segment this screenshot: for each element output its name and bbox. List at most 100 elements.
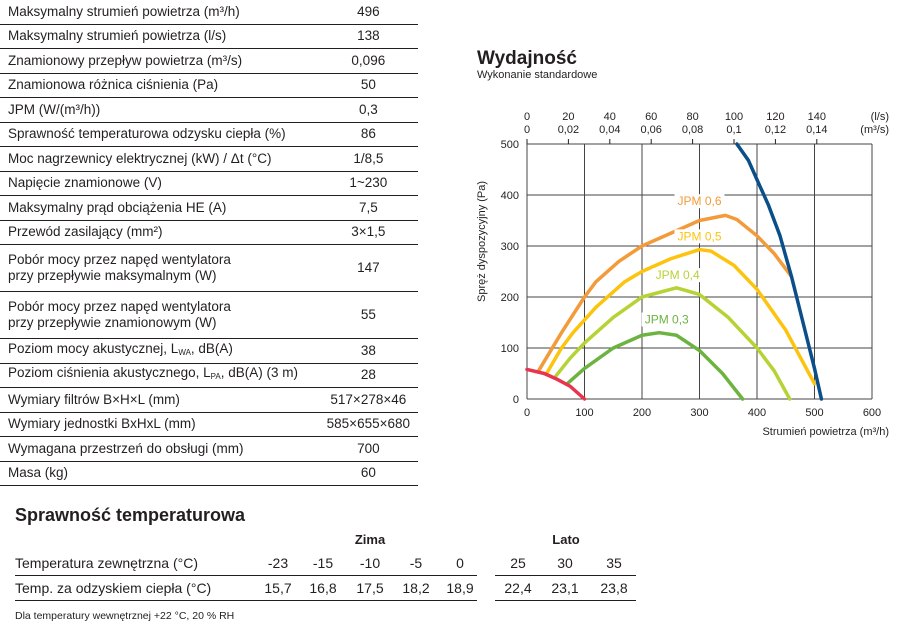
outdoor-temp-value: 0 xyxy=(456,555,464,571)
series-line xyxy=(735,142,824,401)
spec-row: Wymiary jednostki BxHxL (mm) 585×655×680 xyxy=(0,412,418,437)
winter-header: Zima xyxy=(354,532,386,547)
y-tick-label: 200 xyxy=(501,292,519,304)
spec-row: Przewód zasilający (mm²) 3×1,5 xyxy=(0,220,418,245)
ls-tick-label: 0 xyxy=(524,111,530,123)
outdoor-temp-value: 35 xyxy=(606,555,622,571)
spec-value: 585×655×680 xyxy=(318,412,418,437)
outdoor-temp-value: -10 xyxy=(359,555,381,571)
y-tick-label: 300 xyxy=(501,241,519,253)
outdoor-temp-value: -15 xyxy=(312,555,334,571)
series-label-bg xyxy=(652,268,703,283)
spec-label: Napięcie znamionowe (V) xyxy=(0,171,319,196)
outdoor-temp-value: 25 xyxy=(510,555,526,571)
ls-unit: (l/s) xyxy=(871,111,889,123)
m3s-tick-label: 0,08 xyxy=(682,124,703,136)
chart-subtitle: Wykonanie standardowe xyxy=(477,69,598,81)
series-label: JPM 0,6 xyxy=(677,194,721,208)
spec-value: 517×278×46 xyxy=(318,387,418,413)
recovery-temp-value: 18,2 xyxy=(402,580,430,596)
series-label: JPM 0,5 xyxy=(677,229,721,243)
x-tick-label: 500 xyxy=(805,407,823,419)
spec-row: Znamionowa różnica ciśnienia (Pa) 50 xyxy=(0,73,418,98)
spec-row: JPM (W/(m³/h)) 0,3 xyxy=(0,97,418,123)
series-label-bg xyxy=(674,229,725,244)
y-tick-label: 0 xyxy=(513,394,519,406)
outdoor-temp-value: 30 xyxy=(557,555,573,571)
spec-label: Wymiary jednostki BxHxL (mm) xyxy=(0,412,319,437)
series-line xyxy=(544,247,817,386)
recovery-temp-value: 15,7 xyxy=(264,580,292,596)
ls-tick-label: 60 xyxy=(645,111,657,123)
spec-row: Pobór mocy przez napęd wentylatora przy p… xyxy=(0,244,418,292)
y-axis-label: Spręż dyspozycyjny (Pa) xyxy=(476,181,488,302)
recovery-temp-value: 18,9 xyxy=(446,580,474,596)
spec-label: Znamionowy przepływ powietrza (m³/s) xyxy=(0,48,319,74)
recovery-temp-value: 17,5 xyxy=(356,580,384,596)
outdoor-temp-value: -5 xyxy=(409,555,423,571)
series-label: JPM 0,4 xyxy=(656,268,700,282)
y-tick-label: 500 xyxy=(501,139,519,151)
spec-value: 86 xyxy=(318,122,418,147)
spec-value: 1/8,5 xyxy=(318,146,418,172)
x-tick-label: 100 xyxy=(575,407,593,419)
m3s-tick-label: 0,1 xyxy=(726,124,741,136)
spec-value: 147 xyxy=(318,244,418,292)
y-tick-label: 100 xyxy=(501,343,519,355)
spec-value: 50 xyxy=(318,73,418,98)
x-tick-label: 200 xyxy=(633,407,651,419)
spec-row: Wymiary filtrów B×H×L (mm) 517×278×46 xyxy=(0,387,418,413)
m3s-tick-label: 0,04 xyxy=(599,124,620,136)
ls-tick-label: 100 xyxy=(725,111,743,123)
x-tick-label: 0 xyxy=(524,407,530,419)
specifications-table: Maksymalny strumień powietrza (m³/h) 496 M… xyxy=(0,0,418,486)
spec-label: Moc nagrzewnicy elektrycznej (kW) / Δt (… xyxy=(0,146,319,172)
outdoor-temp-label: Temperatura zewnętrzna (°C) xyxy=(15,555,198,571)
ls-tick-label: 80 xyxy=(686,111,698,123)
efficiency-note: Dla temperatury wewnętrznej +22 °C, 20 %… xyxy=(15,610,235,622)
spec-value: 1~230 xyxy=(318,171,418,196)
spec-row: Maksymalny strumień powietrza (m³/h) 496 xyxy=(0,0,418,25)
spec-label: Maksymalny strumień powietrza (m³/h) xyxy=(0,0,319,25)
spec-row: Poziom mocy akustycznej, LWA, dB(A) 38 xyxy=(0,338,418,364)
ls-tick-label: 120 xyxy=(766,111,784,123)
efficiency-title: Sprawność temperaturowa xyxy=(15,505,246,525)
x-tick-label: 300 xyxy=(690,407,708,419)
series-line xyxy=(552,286,792,401)
spec-row: Sprawność temperaturowa odzysku ciepła (… xyxy=(0,122,418,147)
x-axis-label: Strumień powietrza (m³/h) xyxy=(762,426,889,438)
series-line xyxy=(536,213,794,373)
spec-value: 0,3 xyxy=(318,97,418,123)
series-line xyxy=(565,330,745,401)
spec-value: 55 xyxy=(318,291,418,339)
ls-tick-label: 140 xyxy=(808,111,826,123)
spec-row: Poziom ciśnienia akustycznego, LPA, dB(A… xyxy=(0,363,418,388)
m3s-unit: (m³/s) xyxy=(860,124,889,136)
spec-value: 7,5 xyxy=(318,195,418,221)
spec-value: 60 xyxy=(318,461,418,486)
spec-row: Moc nagrzewnicy elektrycznej (kW) / Δt (… xyxy=(0,146,418,172)
m3s-tick-label: 0,06 xyxy=(640,124,661,136)
outdoor-temp-value: -23 xyxy=(267,555,289,571)
m3s-tick-label: 0,12 xyxy=(765,124,786,136)
x-tick-label: 400 xyxy=(748,407,766,419)
ls-tick-label: 40 xyxy=(604,111,616,123)
spec-row: Wymagana przestrzeń do obsługi (mm) 700 xyxy=(0,436,418,462)
spec-value: 3×1,5 xyxy=(318,220,418,245)
spec-label: JPM (W/(m³/h)) xyxy=(0,97,319,123)
spec-value: 138 xyxy=(318,24,418,49)
recovery-temp-value: 23,8 xyxy=(600,580,628,596)
series-line xyxy=(525,367,587,401)
recovery-temp-value: 22,4 xyxy=(504,580,532,596)
m3s-tick-label: 0,14 xyxy=(806,124,827,136)
spec-value: 496 xyxy=(318,0,418,25)
spec-row: Znamionowy przepływ powietrza (m³/s) 0,09… xyxy=(0,48,418,74)
spec-row: Pobór mocy przez napęd wentylatora przy p… xyxy=(0,291,418,339)
spec-value: 28 xyxy=(318,363,418,388)
y-tick-label: 400 xyxy=(501,190,519,202)
spec-label: Sprawność temperaturowa odzysku ciepła (… xyxy=(0,122,319,147)
spec-label: Wymagana przestrzeń do obsługi (mm) xyxy=(0,436,319,462)
spec-label: Masa (kg) xyxy=(0,461,319,486)
series-label-bg xyxy=(641,312,692,327)
